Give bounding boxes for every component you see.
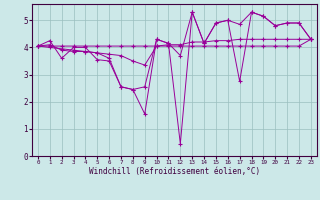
X-axis label: Windchill (Refroidissement éolien,°C): Windchill (Refroidissement éolien,°C) bbox=[89, 167, 260, 176]
